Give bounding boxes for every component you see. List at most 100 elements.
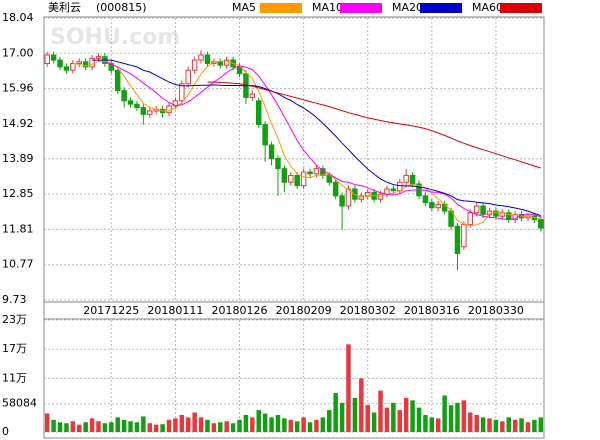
- volume-bar: [205, 419, 210, 432]
- candle-body: [435, 203, 441, 209]
- volume-bar: [153, 424, 159, 432]
- candle-body: [281, 168, 288, 183]
- x-tick-label: 20171225: [83, 304, 139, 317]
- candle-body: [217, 61, 224, 66]
- y-tick-label: 18.04: [2, 11, 34, 24]
- volume-bar: [532, 419, 537, 432]
- candle-body: [313, 168, 320, 175]
- volume-tick-label: 11万: [2, 371, 27, 384]
- x-tick-label: 20180111: [147, 304, 203, 317]
- volume-bar: [365, 405, 370, 432]
- y-tick-label: 11.81: [2, 222, 34, 235]
- volume-bar: [179, 414, 185, 432]
- candle-body: [50, 54, 57, 61]
- candle-body: [294, 174, 300, 187]
- candle-body: [467, 212, 474, 226]
- volume-bar: [218, 422, 223, 432]
- volume-bar: [96, 421, 101, 432]
- volume-bar: [461, 400, 467, 432]
- volume-bar: [416, 407, 422, 432]
- volume-bar: [410, 400, 415, 432]
- legend-label: MA5: [232, 1, 256, 14]
- volume-bar: [301, 417, 306, 432]
- volume-bar: [115, 417, 120, 432]
- volume-bar: [378, 390, 383, 432]
- volume-bar: [359, 378, 364, 432]
- y-tick-label: 10.77: [2, 258, 34, 271]
- candle-body: [147, 110, 153, 115]
- candle-body: [454, 225, 461, 255]
- candle-body: [499, 212, 506, 217]
- volume-bar: [262, 413, 268, 432]
- volume-bar: [134, 422, 140, 432]
- y-tick-label: 13.89: [2, 152, 34, 165]
- volume-bar: [480, 417, 486, 432]
- legend-label: MA20: [392, 1, 423, 14]
- candle-body: [345, 188, 352, 207]
- volume-bar: [256, 410, 261, 432]
- volume-bar: [397, 410, 403, 432]
- candle-body: [422, 195, 429, 204]
- candle-body: [82, 61, 89, 68]
- volume-bar: [44, 413, 50, 432]
- legend-swatch: [500, 3, 542, 13]
- watermark: SOHU.com: [50, 25, 180, 50]
- candle-body: [300, 171, 307, 187]
- candle-body: [223, 59, 230, 66]
- volume-bar: [70, 421, 76, 432]
- volume-bar: [468, 412, 473, 432]
- candle-body: [326, 174, 332, 183]
- volume-bar: [339, 402, 345, 432]
- volume-bar: [423, 414, 428, 432]
- x-tick-label: 20180302: [340, 304, 396, 317]
- candle-body: [191, 59, 198, 71]
- chart-title: 美利云: [48, 1, 81, 14]
- candle-body: [480, 205, 486, 215]
- volume-bar: [243, 414, 249, 432]
- candle-body: [268, 144, 275, 159]
- candle-body: [390, 188, 397, 192]
- volume-bar: [128, 421, 133, 432]
- candle-body: [140, 107, 147, 115]
- volume-bar: [333, 393, 338, 432]
- candle-body: [429, 202, 435, 209]
- volume-bar: [64, 423, 69, 432]
- volume-bar: [391, 402, 396, 432]
- candle-body: [256, 100, 262, 126]
- candle-body: [332, 181, 339, 197]
- candle-body: [95, 56, 102, 59]
- volume-bar: [237, 419, 242, 432]
- volume-bar: [403, 397, 409, 432]
- volume-bar: [51, 419, 56, 432]
- volume-bar: [384, 407, 390, 432]
- volume-bar: [500, 421, 505, 432]
- candle-body: [493, 210, 499, 217]
- ma-line: [92, 59, 541, 216]
- volume-bar: [173, 418, 178, 432]
- candle-body: [288, 174, 294, 183]
- ma-line: [207, 81, 541, 169]
- volume-tick-label: 0: [2, 425, 9, 438]
- volume-bar: [211, 423, 217, 432]
- legend-swatch: [420, 3, 462, 13]
- x-tick-label: 20180126: [212, 304, 268, 317]
- volume-bar: [442, 395, 447, 432]
- volume-bar: [224, 421, 229, 432]
- candle-body: [166, 105, 172, 114]
- candle-body: [114, 69, 121, 92]
- candle-body: [275, 157, 281, 170]
- y-tick-label: 15.96: [2, 82, 34, 95]
- volume-bar: [525, 422, 531, 432]
- candle-body: [249, 93, 256, 98]
- volume-bar: [314, 419, 319, 432]
- y-tick-label: 17.00: [2, 46, 34, 59]
- candle-body: [262, 124, 268, 146]
- volume-bar: [141, 416, 146, 432]
- x-tick-label: 20180330: [468, 304, 524, 317]
- candle-body: [339, 195, 345, 207]
- volume-bar: [371, 412, 377, 432]
- volume-bar: [493, 419, 499, 432]
- volume-bar: [269, 417, 274, 432]
- volume-bar: [435, 418, 441, 432]
